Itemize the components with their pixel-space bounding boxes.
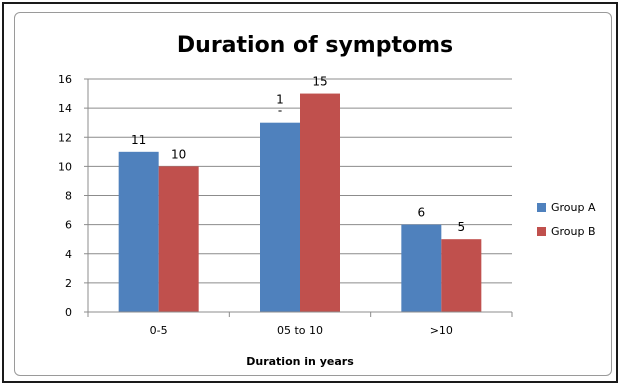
- data-label: 6: [418, 206, 426, 220]
- data-label: 5: [458, 220, 466, 234]
- legend-swatch: [537, 203, 546, 212]
- legend-label: Group A: [551, 201, 596, 214]
- y-tick-label: 8: [65, 190, 72, 203]
- y-axis: 0 2 4 6 8 10 12 14 16: [58, 73, 89, 319]
- data-label: 11: [131, 133, 146, 147]
- bar-group-b: [300, 93, 340, 312]
- data-label: 15: [312, 75, 327, 89]
- legend: Group A Group B: [537, 201, 596, 238]
- x-axis-title: Duration in years: [246, 355, 354, 368]
- bar-group-a: [118, 151, 159, 312]
- bar-group-b: [441, 239, 482, 312]
- legend-label: Group B: [551, 225, 596, 238]
- y-tick-label: 0: [65, 306, 72, 319]
- bar-group-a: [401, 224, 442, 312]
- x-tick-label: >10: [430, 324, 453, 337]
- bar-group-a: [260, 122, 300, 312]
- y-tick-label: 12: [58, 131, 72, 144]
- y-tick-label: 4: [65, 248, 72, 261]
- y-tick-label: 14: [58, 102, 72, 115]
- y-tick-label: 10: [58, 160, 72, 173]
- x-tick-label: 0-5: [150, 324, 168, 337]
- chart-title: Duration of symptoms: [177, 33, 453, 58]
- y-tick-label: 16: [58, 73, 72, 86]
- data-labels: 11 10 1- 15 6 5: [131, 75, 465, 235]
- y-tick-label: 6: [65, 219, 72, 232]
- legend-swatch: [537, 227, 546, 236]
- bars: [118, 93, 482, 312]
- data-label: 10: [171, 147, 186, 161]
- data-label: -: [278, 104, 282, 118]
- bar-group-b: [158, 166, 199, 312]
- data-label: 1: [276, 93, 284, 107]
- x-tick-label: 05 to 10: [277, 324, 323, 337]
- x-axis: 0-5 05 to 10 >10: [87, 311, 513, 337]
- image-frame: [2, 2, 618, 383]
- y-tick-label: 2: [65, 277, 72, 290]
